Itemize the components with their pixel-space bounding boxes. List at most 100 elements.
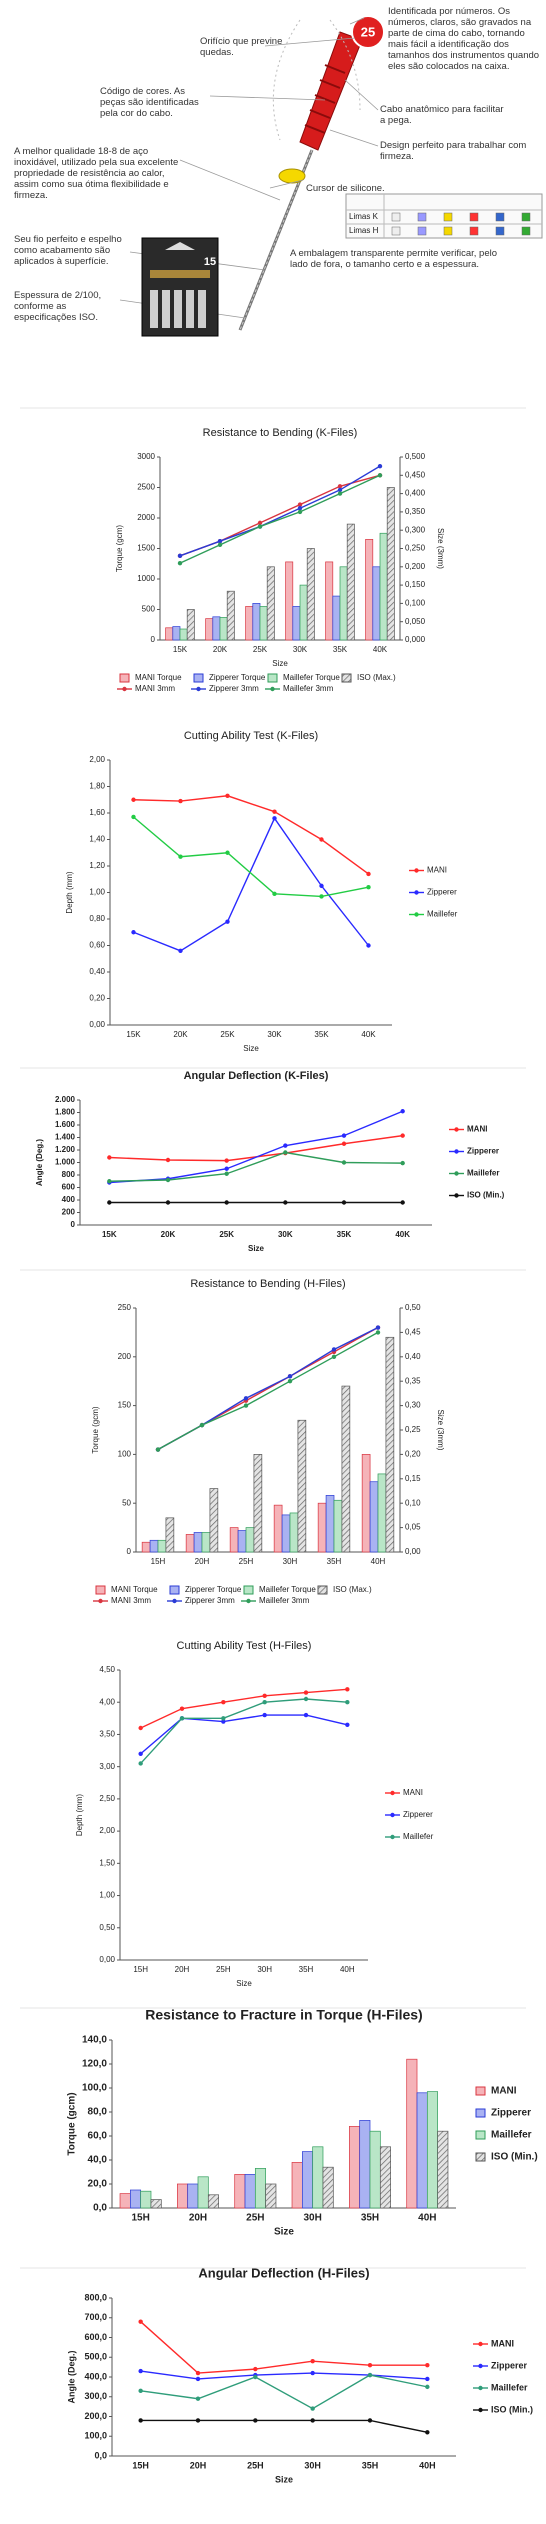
legend-label: Maillefer 3mm [283,684,334,693]
marker [224,1200,229,1205]
marker [345,1722,350,1727]
marker [177,553,183,559]
bar [372,566,381,641]
y2-tick-label: 0,00 [405,1547,421,1556]
bar [187,2183,199,2209]
legend-swatch [390,1834,395,1840]
bar [229,1527,239,1553]
marker [195,2376,201,2382]
y-tick-label: 700,0 [84,2312,107,2322]
legend-label: Maillefer Torque [259,1585,316,1594]
legend-label: Zipperer [491,2108,531,2119]
x-tick-label: 25K [220,1030,235,1039]
bar [437,2130,449,2209]
bar [322,2166,334,2209]
color-swatches [391,212,531,236]
legend-swatch [193,673,204,683]
y-tick-label: 2000 [137,513,155,522]
y-tick-label: 600,0 [84,2332,107,2342]
x-tick-label: 35K [314,1030,329,1039]
y-tick-label: 1,60 [89,808,105,817]
marker [179,1706,185,1711]
note: Cabo anatômico para facilitar a pega. [380,104,504,126]
series-line [133,795,369,875]
bar [186,609,195,641]
marker [297,506,303,511]
marker [221,1700,226,1705]
legend-label: ISO (Max.) [357,673,396,682]
y-tick-label: 200,0 [84,2411,107,2421]
bar [177,2183,189,2209]
bar [299,584,308,641]
y-tick-label: 1,00 [99,1891,115,1900]
marker [138,1761,143,1766]
y-tick-label: 500,0 [84,2352,107,2362]
chart-title: Resistance to Bending (K-Files) [203,427,358,439]
marker [195,2370,201,2376]
legend-label: Maillefer [427,910,458,919]
marker [425,2362,430,2368]
marker [345,1687,350,1692]
marker [272,891,277,897]
note: Orifício que previne quedas. [200,36,283,58]
legend-label: MANI Torque [111,1585,158,1594]
x-tick-label: 15H [151,1557,166,1566]
x-tick-label: 20K [173,1030,188,1039]
legend-swatch [172,1598,177,1604]
marker [319,837,324,842]
y-tick-label: 3,00 [99,1762,115,1771]
x-tick-label: 40H [419,2460,436,2470]
y-tick-label: 600 [62,1183,76,1192]
legend-swatch [478,2385,483,2391]
y-tick-label: 1,50 [99,1858,115,1867]
marker [253,2418,258,2423]
x-tick-label: 35H [361,2213,379,2224]
marker [253,2374,258,2380]
marker [297,509,303,515]
marker [345,1700,350,1705]
y-tick-label: 140,0 [82,2035,107,2046]
x-tick-label: 30K [278,1230,293,1239]
y-tick-label: 0,60 [89,941,105,950]
legend-swatch [95,1585,106,1595]
bar [253,1454,263,1553]
legend-swatch [122,686,127,692]
x-tick-label: 20K [161,1230,176,1239]
y2-tick-label: 0,40 [405,1352,421,1361]
marker [337,491,343,496]
y2-tick-label: 0,300 [405,525,426,534]
y-tick-label: 200 [118,1352,132,1361]
y2-tick-label: 0,15 [405,1474,421,1483]
note: Cursor de silicone. [306,183,385,194]
bar [386,487,395,641]
y-tick-label: 3,50 [99,1730,115,1739]
y-tick-label: 1,40 [89,835,105,844]
marker [178,854,183,859]
chart-title: Angular Deflection (K-Files) [184,1070,329,1082]
marker [341,1141,347,1146]
legend-swatch [475,2086,486,2096]
series-line [140,1698,348,1764]
bar [207,2194,219,2209]
marker [138,2418,143,2423]
legend-label: Zipperer [403,1810,433,1819]
bar [265,2183,277,2209]
x-tick-label: 30H [304,2460,321,2470]
marker [225,850,230,855]
marker [177,560,183,566]
package-files [150,290,206,328]
y-tick-label: 60,0 [88,2131,108,2142]
legend-swatch [196,686,201,692]
bar [297,1419,307,1553]
marker [287,1374,293,1379]
bar [157,1539,167,1553]
marker [195,2418,201,2423]
legend-label: Zipperer [467,1147,499,1156]
marker [224,1166,229,1171]
bar [281,1514,291,1553]
legend-swatch [98,1598,103,1604]
y-tick-label: 0 [127,1547,132,1556]
series-line [140,2321,428,2374]
marker [310,2418,315,2423]
